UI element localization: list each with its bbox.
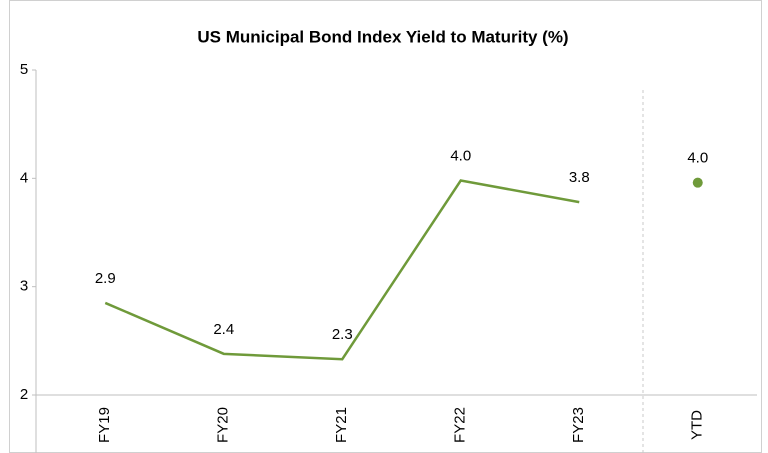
- x-tick-label: FY20: [215, 407, 232, 443]
- data-label: 3.8: [569, 169, 590, 186]
- chart-frame: [9, 0, 762, 453]
- dot: [692, 177, 703, 188]
- x-tick-label: FY23: [570, 407, 587, 443]
- x-tick-label: FY21: [333, 407, 350, 443]
- data-label: 2.9: [95, 270, 116, 287]
- y-tick-label: 3: [20, 278, 28, 295]
- data-label: 2.3: [332, 326, 353, 343]
- line: [104, 179, 580, 361]
- data-label: 4.0: [450, 147, 471, 164]
- x-tick-label: FY22: [452, 407, 469, 443]
- chart-title: US Municipal Bond Index Yield to Maturit…: [197, 27, 568, 46]
- x-tick-label: YTD: [689, 410, 706, 440]
- y-tick-label: 4: [20, 169, 28, 186]
- y-tick-label: 2: [20, 386, 28, 403]
- data-label: 4.0: [687, 150, 708, 167]
- x-tick-label: FY19: [96, 407, 113, 443]
- data-label: 2.4: [213, 321, 234, 338]
- y-tick-label: 5: [20, 61, 28, 78]
